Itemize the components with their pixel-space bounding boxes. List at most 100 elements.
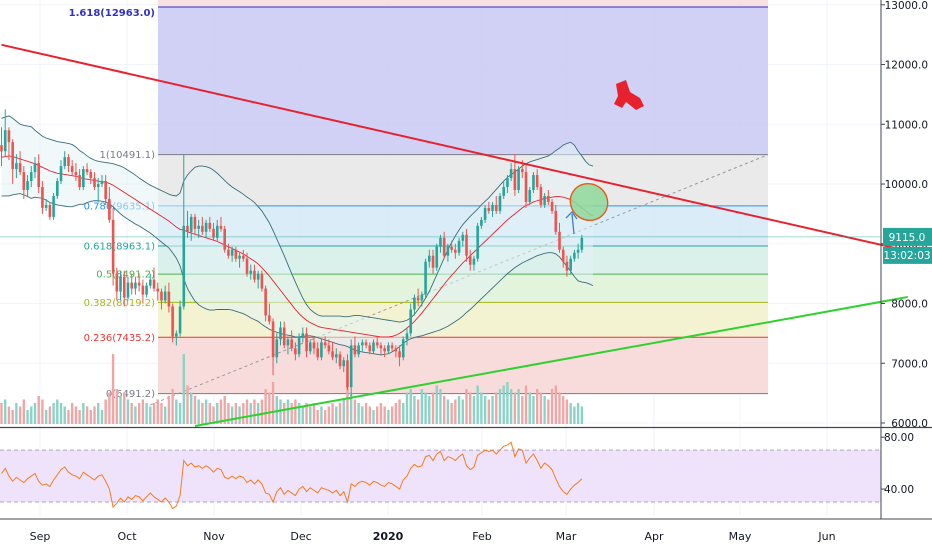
candle-body — [290, 339, 293, 349]
price-tick-label: 6000.0 — [891, 418, 928, 430]
volume-bar — [297, 403, 301, 424]
volume-bar — [524, 385, 528, 424]
candle-body — [141, 285, 145, 295]
volume-bar — [554, 385, 557, 424]
time-axis-label: Feb — [472, 530, 491, 543]
candle-body — [338, 354, 342, 367]
volume-bar — [428, 396, 431, 424]
volume-bar — [528, 392, 531, 424]
volume-bar — [219, 399, 223, 424]
candle-body — [528, 189, 532, 202]
rsi-line — [1, 441, 583, 510]
volume-bar — [175, 399, 178, 424]
fib-level-label: 0.618(8963.1) — [84, 241, 156, 252]
countdown-badge — [883, 246, 932, 264]
volume-bar — [476, 385, 479, 424]
candle-body — [517, 169, 520, 190]
volume-bar — [450, 403, 453, 424]
price-tick-label: 13000.0 — [885, 0, 928, 12]
volume-bar — [469, 392, 472, 424]
candle-body — [424, 261, 427, 295]
volume-bar — [271, 382, 275, 424]
trendline[interactable] — [194, 295, 908, 427]
volume-bar — [119, 396, 122, 424]
volume-bar — [361, 406, 364, 424]
candle-body — [294, 348, 297, 355]
volume-bar — [82, 403, 85, 424]
volume-bar — [44, 410, 48, 424]
candle-body — [264, 288, 267, 316]
candle-body — [186, 225, 189, 232]
candle-body — [134, 282, 137, 289]
volume-bar — [535, 389, 539, 424]
volume-bar — [264, 389, 267, 424]
volume-bar — [7, 406, 11, 424]
candle-body — [230, 249, 234, 256]
volume-bar — [223, 396, 226, 424]
rsi-panel — [0, 441, 881, 510]
last-price-badge — [883, 227, 932, 246]
volume-bar — [67, 410, 70, 424]
volume-bar — [424, 392, 427, 424]
volume-bar — [256, 403, 260, 424]
candle-body — [361, 342, 364, 346]
candle-body — [52, 195, 55, 217]
volume-bar — [290, 403, 293, 424]
candle-body — [428, 255, 431, 262]
candle-body — [56, 181, 59, 196]
trendlines[interactable] — [1, 43, 909, 427]
volume-bar — [342, 399, 345, 424]
volume-bar — [190, 392, 193, 424]
time-axis-label: Apr — [644, 530, 664, 543]
fib-zone — [158, 154, 768, 206]
candle-body — [48, 204, 52, 217]
volume-bar — [487, 399, 491, 424]
volume-bar — [134, 406, 137, 424]
fib-level-label: 0.236(7435.2) — [84, 333, 156, 344]
volume-bar — [294, 399, 297, 424]
volume-bar — [550, 389, 554, 424]
candle-body — [256, 273, 260, 280]
fib-level-label: 0.5(8491.2) — [96, 270, 155, 281]
volume-bar — [517, 389, 520, 424]
volume-bar — [513, 392, 517, 424]
candle-body — [145, 285, 148, 295]
volume-bar — [130, 403, 133, 424]
rsi-tick-label: 40.00 — [884, 484, 914, 496]
candle-body — [461, 234, 465, 241]
candle-body — [554, 210, 558, 232]
candle-body — [212, 228, 215, 238]
annotations[interactable] — [563, 80, 644, 235]
bollinger-upper — [1, 115, 594, 323]
volume-bar — [398, 399, 401, 424]
volume-bar — [338, 403, 342, 424]
trendline[interactable] — [1, 43, 909, 252]
volume-bar — [167, 396, 171, 424]
bollinger-fill — [1, 115, 593, 355]
volume-bar — [212, 406, 215, 424]
candle-body — [253, 270, 256, 280]
fib-zone — [158, 6, 768, 155]
volume-bar — [521, 396, 524, 424]
highlight-ellipse[interactable] — [563, 176, 615, 227]
candle-body — [312, 342, 316, 349]
volume-bar — [123, 392, 126, 424]
bollinger-bands — [1, 115, 594, 356]
candle-body — [565, 261, 569, 271]
candle-body — [349, 345, 353, 388]
candle-body — [323, 342, 327, 346]
projection-arrow[interactable] — [565, 210, 578, 235]
rsi-band — [0, 450, 881, 503]
volume-bar — [11, 410, 14, 424]
volume-bar — [457, 396, 461, 424]
candle-body — [320, 342, 323, 358]
volume-bar — [532, 396, 535, 424]
candle-body — [498, 195, 502, 211]
volume-bar — [93, 406, 96, 424]
candle-body — [201, 225, 204, 232]
candle-body — [524, 172, 528, 202]
time-axis-label: May — [729, 530, 752, 543]
